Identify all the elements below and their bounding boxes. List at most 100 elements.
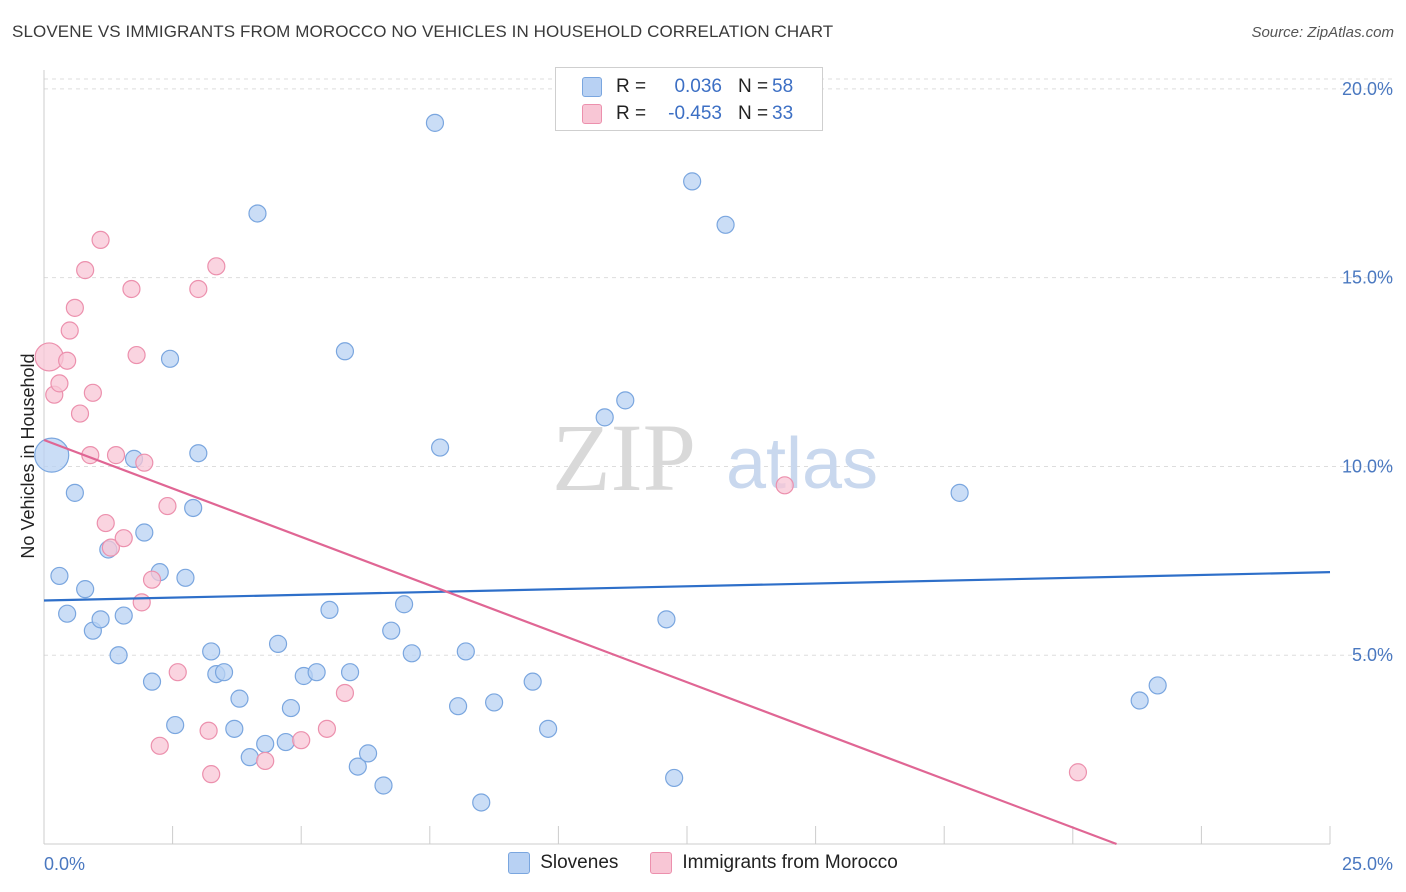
legend-row-slovenes: R = 0.036 N = 58 [582,75,793,99]
slovene-point [240,748,259,767]
y-tick-label: 5.0% [1352,645,1393,665]
slovene-point [142,672,162,691]
slovene-point [456,642,475,661]
slovene-point [76,580,95,599]
slovene-point [358,744,378,763]
slovene-point [114,606,133,625]
correlation-legend: R = 0.036 N = 58 R = -0.453 N = 33 [555,67,823,131]
source-label: Source: ZipAtlas.com [1251,24,1394,41]
grid-lines [44,78,1392,656]
morocco-point [256,751,275,771]
slovene-point [50,566,69,586]
slovene-point [539,719,558,738]
slovene-point [425,113,445,132]
slovene-point [91,610,110,629]
slovene-point [1130,691,1149,710]
morocco-point [158,496,177,516]
slovene-point [65,483,84,502]
morocco-point [58,351,77,370]
slovene-point [448,697,468,716]
slovenes-points [34,113,1167,812]
slovene-point [523,672,542,691]
morocco-point [101,538,120,557]
morocco-point [292,731,311,750]
slovene-point [430,438,450,457]
morocco-point [202,765,221,784]
slovene-point [340,663,360,682]
watermark-atlas: atlas [726,424,878,504]
morocco-point [317,719,337,738]
legend-n-value: 58 [772,76,794,97]
morocco-point [199,721,218,740]
slovene-point [374,776,393,795]
slovenes-trend-line [43,571,1331,602]
slovene-point [176,568,195,587]
legend-swatch-slovenes [508,852,531,874]
morocco-point [106,446,126,465]
slovene-point [402,644,421,663]
morocco-point [96,513,115,533]
morocco-point [65,298,84,317]
morocco-trend-line [43,438,1117,846]
legend-swatch-morocco [650,852,673,874]
legend-n-label: N = [738,76,769,97]
series-legend: Slovenes Immigrants from Morocco [0,852,1406,874]
legend-item-slovenes: Slovenes [508,852,618,874]
slovene-point [1148,676,1167,695]
slovene-point [230,689,249,708]
legend-r-value: 0.036 [674,76,722,97]
morocco-point [122,279,141,299]
y-tick-label: 10.0% [1342,456,1393,476]
slovene-point [950,483,969,502]
slovene-point [716,215,735,234]
legend-label-slovenes: Slovenes [540,852,619,873]
morocco-point [150,736,169,755]
legend-swatch-morocco [582,104,602,124]
slovene-point [472,793,491,812]
slovene-point [248,204,267,223]
slovene-point [616,391,635,410]
slovene-point [135,523,154,542]
slovene-point [166,715,185,735]
x-tick-label-min: 0.0% [44,854,85,874]
slovene-point [665,768,684,788]
slovene-point [320,600,339,620]
slovene-point [281,698,301,718]
morocco-point [50,374,69,393]
y-tick-label: 20.0% [1342,79,1393,99]
chart-title: SLOVENE VS IMMIGRANTS FROM MOROCCO NO VE… [12,22,834,41]
morocco-point [1068,763,1088,782]
slovene-point [160,349,180,368]
morocco-point [132,593,151,612]
morocco-point [91,230,110,250]
slovene-point [307,663,326,682]
legend-item-morocco: Immigrants from Morocco [650,852,898,874]
morocco-point [168,663,187,682]
morocco-point [142,570,162,589]
slovene-point [256,734,275,754]
slovene-point [657,610,676,629]
morocco-point [114,529,133,548]
morocco-point [127,345,146,365]
legend-row-morocco: R = -0.453 N = 33 [582,102,793,126]
morocco-point [70,404,90,423]
slovene-point [335,342,355,361]
legend-r-value: -0.453 [668,103,722,124]
legend-n-label: N = [738,103,769,124]
slovene-point [184,498,203,518]
morocco-point [135,453,154,472]
slovene-point [58,604,77,623]
legend-swatch-slovenes [582,77,602,97]
slovene-point [109,646,128,665]
slovene-point [276,732,295,752]
watermark: ZIP atlas [552,404,878,511]
slovene-point [202,642,221,661]
legend-r-label: R = [616,76,647,97]
slovene-point [214,663,234,682]
watermark-zip: ZIP [552,404,696,511]
y-axis-label: No Vehicles in Household [18,353,38,558]
morocco-point [775,476,794,495]
legend-label-morocco: Immigrants from Morocco [682,852,898,873]
morocco-point [189,279,208,299]
legend-n-value: 33 [772,103,794,124]
